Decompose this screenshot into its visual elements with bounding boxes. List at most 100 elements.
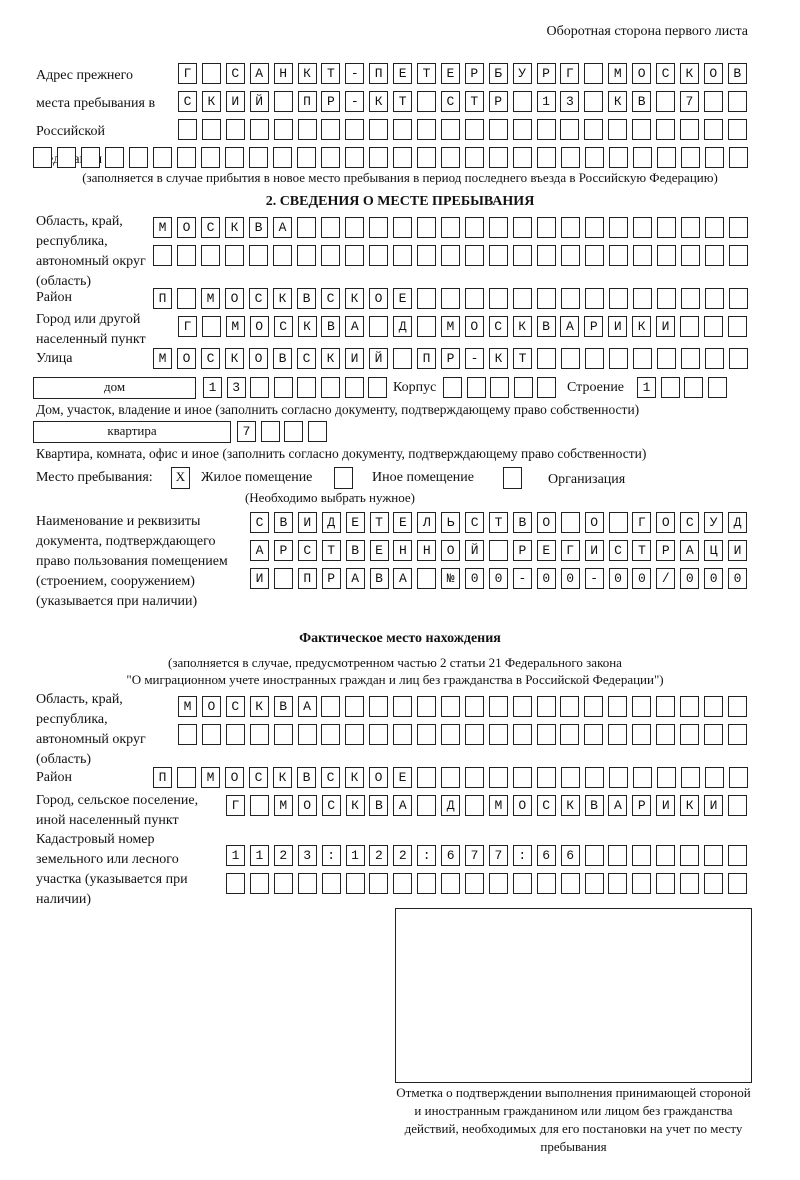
form-cell[interactable] [321,91,341,112]
form-cell[interactable] [225,316,245,337]
form-cell[interactable] [704,512,724,533]
form-cell[interactable] [608,795,628,816]
form-cell[interactable] [393,348,412,369]
form-cell[interactable] [249,348,268,369]
form-cell[interactable] [369,119,389,140]
form-cell[interactable] [273,63,293,84]
form-cell[interactable] [297,767,316,788]
form-cell[interactable] [440,63,460,84]
form-cell[interactable] [417,568,437,589]
form-cell[interactable] [608,845,628,866]
form-cell[interactable] [393,316,413,337]
form-cell[interactable] [153,767,172,788]
form-cell[interactable] [417,724,436,745]
stay-checkbox-residential[interactable]: X [171,467,190,489]
form-cell[interactable] [679,316,699,337]
form-cell[interactable] [345,63,365,84]
form-cell[interactable] [297,724,317,745]
form-cell[interactable] [321,845,341,866]
form-cell[interactable] [237,421,256,442]
form-cell[interactable] [249,767,268,788]
form-cell[interactable] [585,217,604,238]
form-cell[interactable] [585,245,604,266]
form-cell[interactable] [705,147,724,168]
form-cell[interactable] [464,119,484,140]
form-cell[interactable] [417,767,436,788]
form-cell[interactable] [369,767,388,788]
form-cell[interactable] [345,316,365,337]
form-cell[interactable] [297,91,317,112]
form-cell[interactable] [369,245,388,266]
form-cell[interactable] [536,63,556,84]
form-cell[interactable] [297,245,316,266]
form-cell[interactable] [250,540,269,561]
form-cell[interactable] [345,91,365,112]
form-cell[interactable] [273,119,293,140]
form-cell[interactable] [417,845,437,866]
form-cell[interactable] [465,245,484,266]
form-cell[interactable] [321,316,341,337]
form-cell[interactable] [177,288,196,309]
form-cell[interactable] [250,512,269,533]
form-cell[interactable] [417,873,437,894]
form-cell[interactable] [344,377,364,398]
form-cell[interactable] [489,288,508,309]
form-cell[interactable] [632,568,652,589]
form-cell[interactable] [512,512,532,533]
form-cell[interactable] [729,147,748,168]
form-cell[interactable] [345,348,364,369]
form-cell[interactable] [656,568,676,589]
form-cell[interactable] [703,724,723,745]
form-cell[interactable] [178,316,197,337]
form-cell[interactable] [464,724,484,745]
form-cell[interactable] [465,512,485,533]
form-cell[interactable] [273,316,293,337]
form-cell[interactable] [345,119,365,140]
form-cell[interactable] [226,377,246,398]
form-cell[interactable] [536,512,556,533]
form-cell[interactable] [273,873,293,894]
form-cell[interactable] [284,421,304,442]
form-cell[interactable] [260,421,280,442]
form-cell[interactable] [703,316,723,337]
form-cell[interactable] [656,91,675,112]
form-cell[interactable] [681,147,700,168]
form-cell[interactable] [728,568,747,589]
form-cell[interactable] [632,119,652,140]
form-cell[interactable] [632,63,652,84]
form-cell[interactable] [512,696,532,717]
form-cell[interactable] [201,288,220,309]
form-cell[interactable] [417,795,437,816]
form-cell[interactable] [513,288,532,309]
form-cell[interactable] [584,512,604,533]
form-cell[interactable] [560,795,580,816]
form-cell[interactable] [345,540,365,561]
form-cell[interactable] [608,316,628,337]
form-cell[interactable] [656,512,676,533]
form-cell[interactable] [584,91,604,112]
form-cell[interactable] [632,724,652,745]
form-cell[interactable] [727,119,747,140]
form-cell[interactable] [465,568,485,589]
form-cell[interactable] [537,377,557,398]
form-cell[interactable] [703,63,723,84]
form-cell[interactable] [560,873,580,894]
form-cell[interactable] [369,288,388,309]
form-cell[interactable] [441,845,461,866]
form-cell[interactable] [608,696,628,717]
form-cell[interactable] [513,217,532,238]
form-cell[interactable] [297,147,316,168]
form-cell[interactable] [201,696,221,717]
form-cell[interactable] [201,767,220,788]
form-cell[interactable] [704,540,724,561]
form-cell[interactable] [660,377,680,398]
form-cell[interactable] [417,348,436,369]
form-cell[interactable] [632,845,652,866]
form-cell[interactable] [727,795,747,816]
form-cell[interactable] [129,147,148,168]
form-cell[interactable] [249,316,269,337]
form-cell[interactable] [368,377,388,398]
form-cell[interactable] [81,147,100,168]
form-cell[interactable] [345,873,365,894]
form-cell[interactable] [681,245,700,266]
